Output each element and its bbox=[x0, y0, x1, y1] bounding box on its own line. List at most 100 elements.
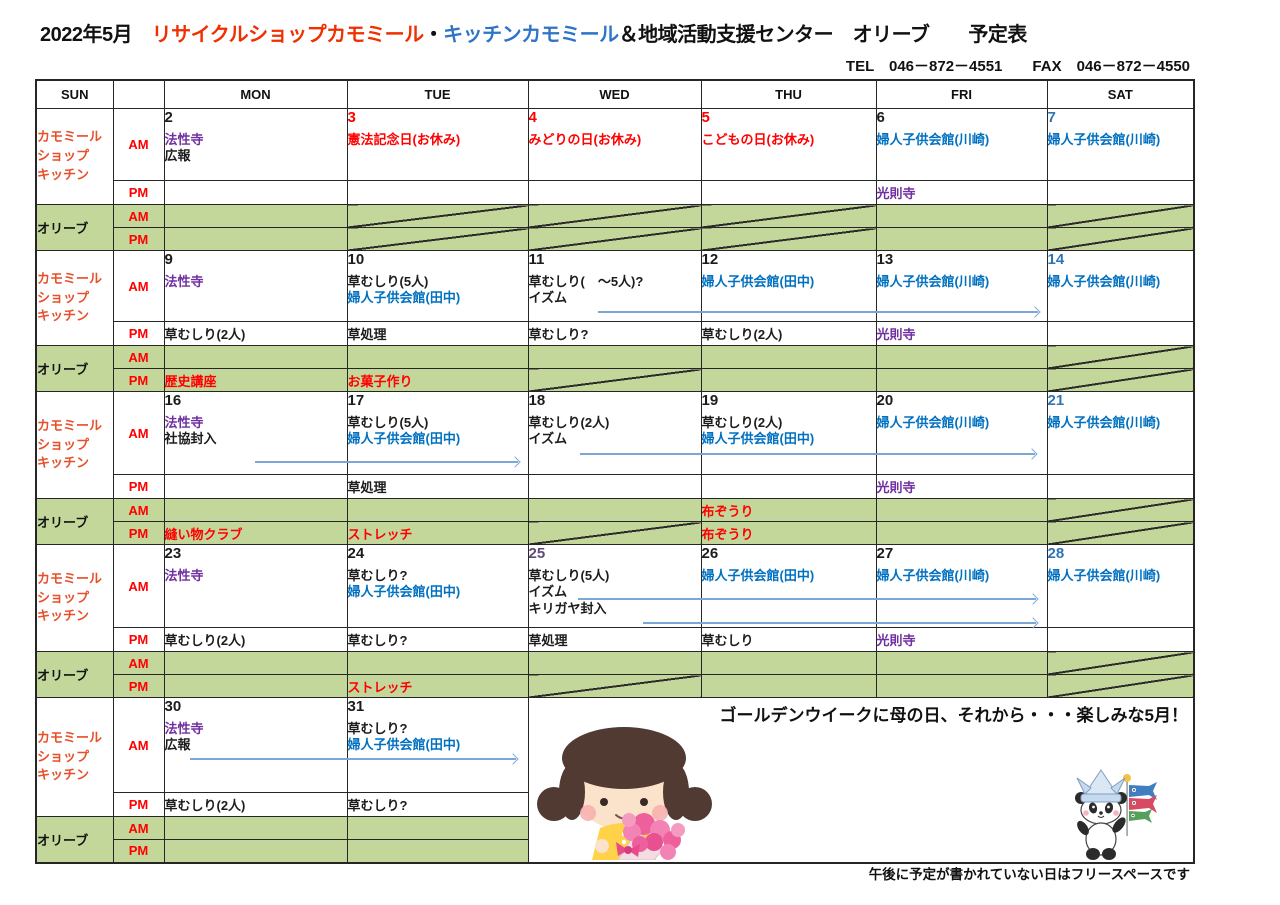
row-label-kamomile: カモミールショップキッチン bbox=[35, 391, 114, 499]
row-label-olive: オリーブ bbox=[35, 345, 114, 392]
holiday-message: ゴールデンウイークに母の日、それから・・・楽しみな5月！ bbox=[719, 706, 1188, 725]
event-line: 布ぞうり bbox=[701, 503, 754, 519]
date-number: 7 bbox=[1047, 109, 1056, 127]
event-line: ストレッチ bbox=[347, 526, 413, 542]
date-number: 21 bbox=[1047, 392, 1065, 410]
header-wed: WED bbox=[527, 79, 702, 109]
day-cell-am: 28 婦人子供会館(川崎) bbox=[1046, 544, 1195, 628]
row-label-olive: オリーブ bbox=[35, 816, 114, 863]
row-label-kamomile-line: ショップ bbox=[37, 589, 90, 605]
olive-cell-pm: お菓子作り bbox=[346, 368, 529, 392]
event-line: 法性寺 bbox=[164, 721, 204, 736]
row-label-kamomile-line: カモミール bbox=[37, 729, 103, 745]
event-line: 光則寺 bbox=[876, 480, 916, 495]
day-cell-pm: 光則寺 bbox=[875, 321, 1048, 346]
event-line: みどりの日(お休み) bbox=[528, 132, 642, 147]
date-number: 17 bbox=[347, 392, 365, 410]
olive-cell-am bbox=[875, 651, 1048, 675]
olive-cell-am bbox=[163, 816, 348, 840]
day-cell-pm: 草処理 bbox=[346, 321, 529, 346]
day-cell-am: 30 法性寺 広報 bbox=[163, 697, 348, 793]
ampm-label: PM bbox=[112, 321, 165, 346]
row-label-olive: オリーブ bbox=[35, 204, 114, 251]
date-number: 13 bbox=[876, 251, 894, 269]
date-number: 5 bbox=[701, 109, 710, 127]
olive-cell-pm bbox=[163, 674, 348, 698]
day-cell-am: 20 婦人子供会館(川崎) bbox=[875, 391, 1048, 475]
header-ampm-col bbox=[112, 79, 165, 109]
olive-cell-pm bbox=[875, 227, 1048, 251]
day-cell-am: 19 草むしり(2人) 婦人子供会館(田中) bbox=[700, 391, 877, 475]
event-line: 婦人子供会館(川崎) bbox=[876, 274, 990, 289]
day-cell-am: 11 草むしり( ～5人)? イズム bbox=[527, 250, 702, 322]
day-cell-pm bbox=[1046, 321, 1195, 346]
day-cell-pm: 光則寺 bbox=[875, 474, 1048, 499]
day-cell-am: 18 草むしり(2人) イズム bbox=[527, 391, 702, 475]
row-label-kamomile: カモミール ショップ キッチン bbox=[35, 108, 114, 205]
ampm-label: PM bbox=[112, 180, 165, 205]
olive-cell-pm bbox=[527, 368, 702, 392]
event-line: 婦人子供会館(川崎) bbox=[1047, 132, 1161, 147]
olive-cell-pm bbox=[346, 839, 529, 863]
holiday-message-cell: ゴールデンウイークに母の日、それから・・・楽しみな5月！ bbox=[527, 697, 1195, 863]
olive-cell-am bbox=[346, 345, 529, 369]
date-number: 25 bbox=[528, 545, 546, 563]
event-line: 草むしり bbox=[701, 633, 754, 648]
row-label-kamomile-line: カモミール bbox=[37, 129, 103, 145]
day-cell-pm bbox=[1046, 627, 1195, 652]
olive-cell-pm bbox=[527, 227, 702, 251]
day-cell-pm: 草むしり(2人) bbox=[163, 792, 348, 817]
date-number: 26 bbox=[701, 545, 719, 563]
event-line: 婦人子供会館(田中) bbox=[347, 737, 461, 753]
title-recycle-shop: リサイクルショップカモミール bbox=[151, 24, 425, 46]
span-arrow bbox=[643, 622, 1036, 624]
olive-cell-am bbox=[346, 498, 529, 522]
row-label-kamomile-line: カモミール bbox=[37, 417, 103, 433]
day-cell-pm bbox=[700, 180, 877, 205]
date-number: 6 bbox=[876, 109, 885, 127]
date-number: 30 bbox=[164, 698, 182, 716]
day-cell-am: 26 婦人子供会館(田中) bbox=[700, 544, 877, 628]
row-label-kamomile-line: カモミール bbox=[37, 270, 103, 286]
row-label-kamomile-line: キッチン bbox=[37, 608, 90, 624]
olive-cell-pm bbox=[700, 227, 877, 251]
row-label-kamomile: カモミール ショップ キッチン bbox=[35, 250, 114, 346]
date-number: 9 bbox=[164, 251, 173, 269]
week-pm-row: PM 草むしり(2人) 草むしり? bbox=[36, 792, 1194, 817]
olive-cell-pm: 布ぞうり bbox=[700, 521, 877, 545]
olive-cell-pm bbox=[1046, 368, 1195, 392]
weekday-header-row: SUN MON TUE WED THU FRI SAT bbox=[35, 79, 1195, 109]
event-line: 草むしり(2人) bbox=[164, 633, 246, 648]
event-line: 婦人子供会館(川崎) bbox=[876, 568, 990, 583]
event-line: 草むしり? bbox=[347, 721, 408, 736]
olive-cell-am bbox=[1046, 651, 1195, 675]
date-number: 3 bbox=[347, 109, 356, 127]
row-label-kamomile-line: ショップ bbox=[37, 289, 90, 305]
olive-cell-am bbox=[346, 651, 529, 675]
olive-cell-pm bbox=[1046, 227, 1195, 251]
olive-cell-am bbox=[527, 345, 702, 369]
event-line: 草処理 bbox=[347, 327, 387, 342]
row-label-kamomile-line: ショップ bbox=[37, 436, 90, 452]
row-label-kamomile-line: キッチン bbox=[37, 455, 90, 471]
footer-note: 午後に予定が書かれていない日はフリースペースです bbox=[868, 867, 1190, 882]
row-label-olive: オリーブ bbox=[35, 651, 114, 698]
day-cell-am: 2 法性寺 広報 bbox=[163, 108, 348, 181]
olive-cell-am bbox=[346, 816, 529, 840]
event-line: イズム bbox=[528, 290, 568, 306]
ampm-label: AM bbox=[112, 544, 165, 628]
span-arrow bbox=[578, 598, 1036, 600]
event-line: 広報 bbox=[164, 737, 191, 753]
week-pm-row: PM 光則寺 bbox=[36, 180, 1195, 205]
olive-cell-am bbox=[875, 498, 1048, 522]
event-line: 草むしり? bbox=[347, 798, 408, 813]
girl-with-bouquet-illustration bbox=[536, 727, 712, 860]
ampm-label: AM bbox=[112, 651, 165, 675]
day-cell-am: 4 みどりの日(お休み) bbox=[527, 108, 702, 181]
event-line: 広報 bbox=[164, 148, 191, 164]
ampm-label: AM bbox=[112, 498, 165, 522]
ampm-label: PM bbox=[112, 792, 165, 817]
date-number: 27 bbox=[876, 545, 894, 563]
olive-cell-pm bbox=[163, 839, 348, 863]
date-number: 19 bbox=[701, 392, 719, 410]
